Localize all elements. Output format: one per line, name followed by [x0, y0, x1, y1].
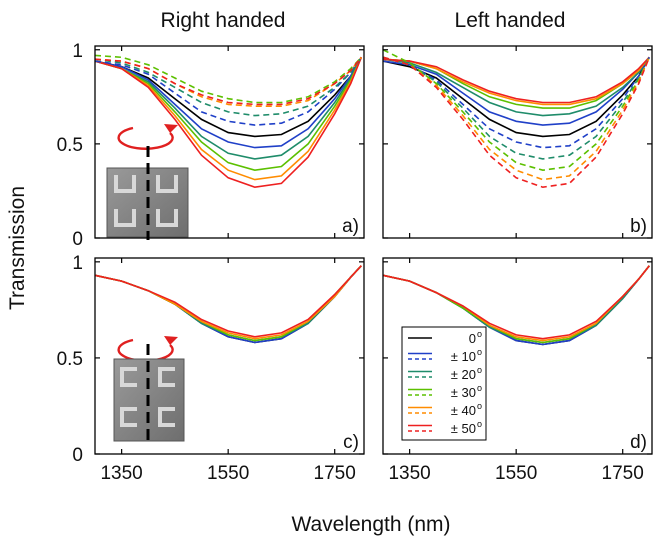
x-tick-label: 1350: [100, 463, 142, 484]
rotation-arrowhead-c-icon: [164, 336, 178, 345]
series-line-1: [94, 56, 362, 138]
legend-entry: ± 30 o: [408, 383, 482, 400]
panel-a: 0 0.5 1 a): [57, 41, 365, 250]
series-line-5: [94, 56, 363, 181]
sem-inset-a-image: [106, 124, 189, 240]
legend-box: [401, 326, 487, 441]
series-line-6: [94, 265, 362, 338]
rotation-arrow-a-icon: [117, 126, 174, 150]
x-axis-label: Wavelength (nm): [291, 513, 450, 536]
series-line-5: [94, 265, 362, 340]
rotation-arrow-c-icon: [117, 338, 174, 362]
x-tick-label: 1550: [495, 463, 537, 484]
series-line-5: [382, 56, 650, 106]
rotation-arrowhead-a-icon: [164, 124, 178, 133]
series-line-4: [94, 265, 362, 342]
series-line-4: [94, 56, 363, 172]
legend-entry: ± 40 o: [408, 401, 482, 418]
series-line-7: [382, 56, 650, 149]
series-line-6: [94, 57, 363, 189]
y-tick-label: 1: [72, 253, 83, 274]
legend-degree-sup: o: [477, 383, 482, 393]
series-line-3: [94, 265, 362, 342]
series-line-9: [382, 49, 651, 172]
y-axis-label: Transmission: [6, 186, 29, 310]
legend-degree-sup: o: [477, 329, 482, 339]
series-line-2: [94, 56, 362, 149]
y-tick-label: 0.5: [57, 135, 83, 156]
x-tick-label: 1750: [314, 463, 356, 484]
legend-label: ± 30: [451, 385, 476, 400]
plot-frame: [94, 45, 365, 239]
x-tick-label: 1350: [388, 463, 430, 484]
x-tick-label: 1750: [602, 463, 644, 484]
series-line-8: [382, 56, 651, 160]
panel-label: b): [630, 216, 647, 237]
panels-group: 0 0.5 1 a) b) 1350 1550 1750 0 0.5 1 c) 1350 1550 1750…: [57, 41, 653, 484]
series-line-6: [382, 56, 650, 104]
column-title-right-handed: Right handed: [161, 9, 286, 32]
y-tick-label: 0: [72, 229, 83, 250]
series-line-2: [382, 56, 650, 126]
panel-d: 1350 1550 1750 d): [382, 257, 653, 484]
legend-entry: ± 20 o: [408, 365, 482, 382]
series-line-7: [94, 56, 362, 126]
panel-b: b): [382, 45, 653, 239]
series-line-1: [382, 56, 650, 138]
legend-entry: ± 10 o: [408, 347, 482, 364]
series-line-11: [94, 56, 362, 106]
legend-label: ± 10: [451, 349, 476, 364]
panel-label: c): [343, 432, 359, 453]
legend-entry: ± 50 o: [408, 419, 482, 436]
legend-label: ± 40: [451, 403, 476, 418]
plot-frame: [382, 257, 653, 455]
series-line-11: [382, 56, 651, 189]
series-line-9: [94, 54, 362, 104]
panel-label: a): [342, 216, 359, 237]
series-line-10: [94, 56, 362, 107]
panel-c: 1350 1550 1750 0 0.5 1 c): [57, 253, 365, 484]
series-line-3: [94, 56, 363, 160]
series-line-10: [382, 56, 651, 181]
series-line-6: [382, 265, 650, 340]
sem-inset-c-image: [113, 336, 185, 446]
legend: 0 o± 10 o± 20 o± 30 o± 40 o± 50 o: [401, 326, 487, 441]
series-line-3: [382, 56, 650, 117]
legend-label: ± 20: [451, 367, 476, 382]
legend-degree-sup: o: [477, 401, 482, 411]
legend-degree-sup: o: [477, 419, 482, 429]
y-tick-label: 1: [72, 41, 83, 62]
series-line-8: [94, 56, 362, 117]
x-tick-label: 1550: [207, 463, 249, 484]
legend-degree-sup: o: [477, 347, 482, 357]
legend-label: 0: [469, 331, 476, 346]
y-tick-label: 0.5: [57, 349, 83, 370]
panel-label: d): [630, 432, 647, 453]
plot-frame: [382, 45, 653, 239]
column-title-left-handed: Left handed: [455, 9, 566, 32]
y-tick-label: 0: [72, 445, 83, 466]
legend-label: ± 50: [451, 421, 476, 436]
plot-frame: [94, 257, 365, 455]
legend-degree-sup: o: [477, 365, 482, 375]
